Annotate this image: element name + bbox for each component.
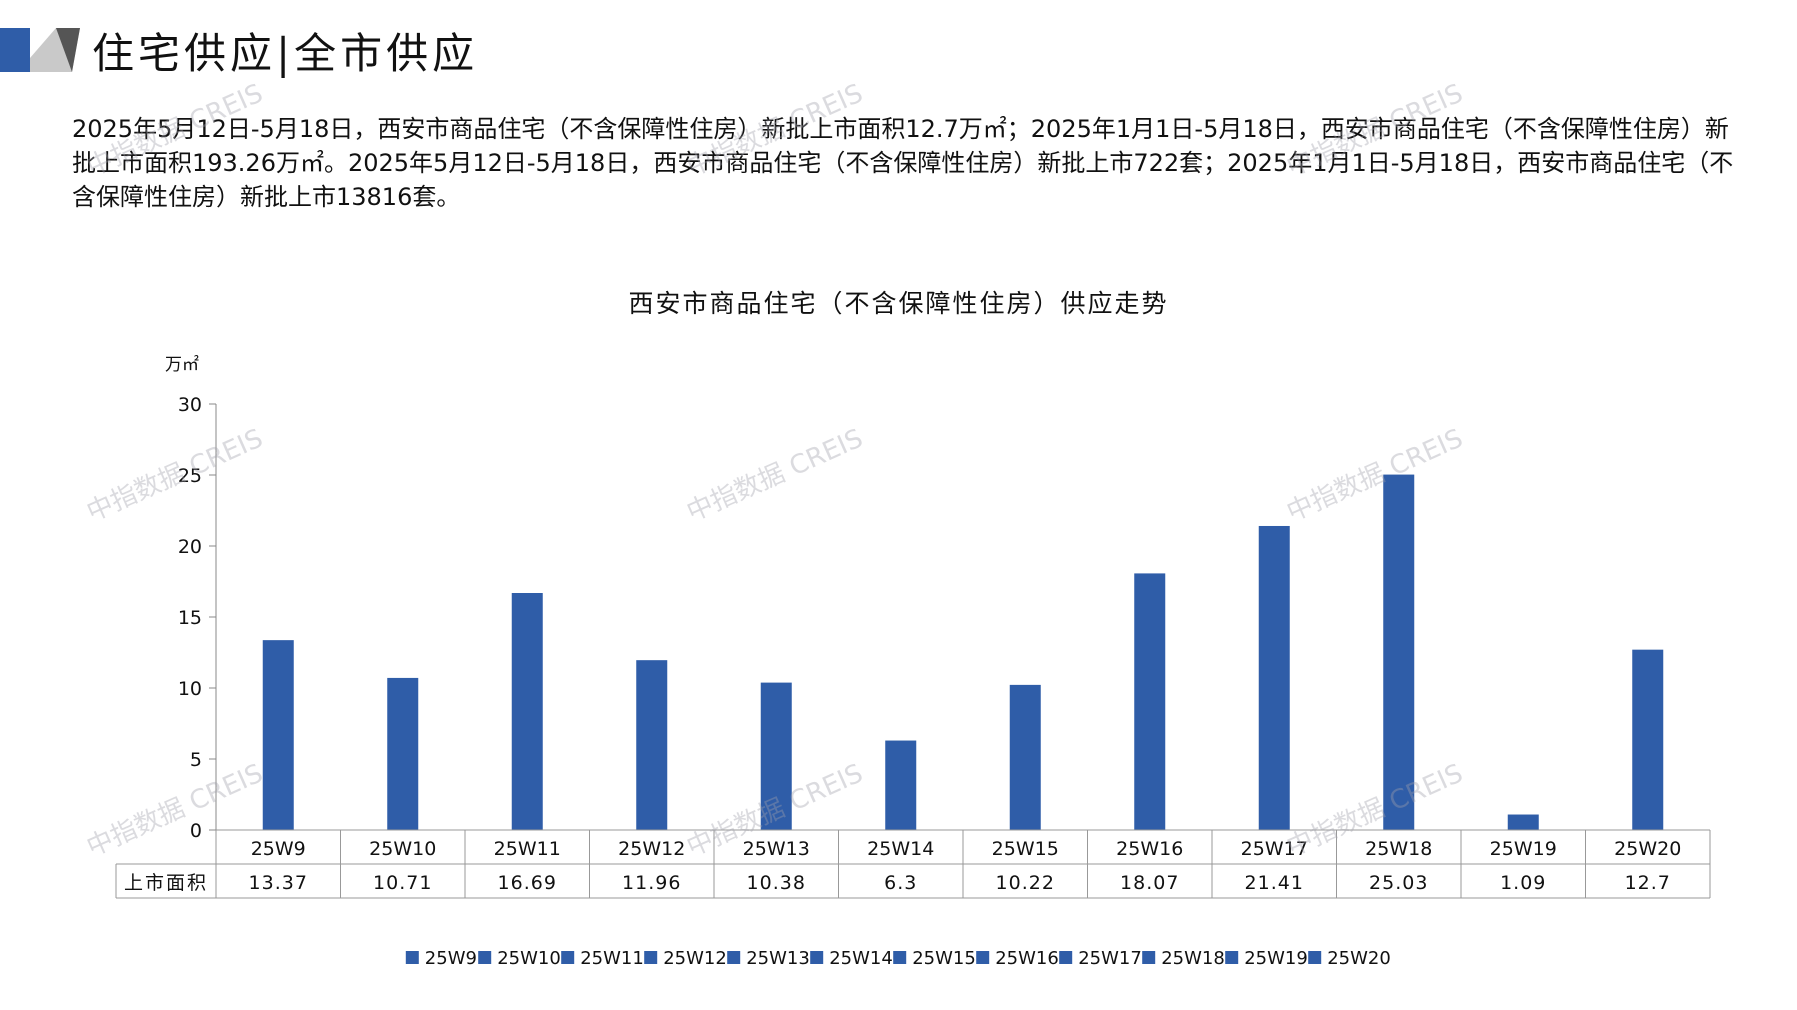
bar-25W17 — [1258, 525, 1290, 830]
bar-25W11 — [511, 593, 543, 830]
data-table-value: 10.22 — [996, 872, 1055, 894]
data-table-value: 12.7 — [1625, 872, 1671, 894]
x-tick-label: 25W20 — [1614, 838, 1681, 860]
bar-25W10 — [387, 677, 419, 830]
legend-label: 25W17 — [1078, 948, 1142, 969]
legend-swatch — [1308, 951, 1322, 964]
x-tick-label: 25W12 — [618, 838, 685, 860]
bar-25W14 — [885, 740, 917, 830]
legend-label: 25W19 — [1244, 948, 1308, 969]
legend-swatch — [1225, 951, 1239, 964]
legend-label: 25W10 — [497, 948, 561, 969]
x-tick-label: 25W15 — [992, 838, 1059, 860]
x-tick-label: 25W17 — [1241, 838, 1308, 860]
y-tick-label: 0 — [190, 820, 202, 842]
legend-label: 25W20 — [1327, 948, 1391, 969]
legend-swatch — [976, 951, 990, 964]
y-tick-label: 30 — [178, 394, 202, 416]
x-tick-label: 25W18 — [1365, 838, 1432, 860]
data-table-value: 10.71 — [373, 872, 432, 894]
legend-swatch — [810, 951, 824, 964]
legend-swatch — [478, 951, 492, 964]
legend-label: 25W16 — [995, 948, 1059, 969]
page-title: 住宅供应|全市供应 — [92, 29, 479, 78]
bar-25W9 — [262, 640, 294, 830]
data-table-row-header: 上市面积 — [124, 872, 208, 894]
legend-swatch — [1059, 951, 1073, 964]
data-table-value: 18.07 — [1120, 872, 1179, 894]
data-table-value: 25.03 — [1369, 872, 1428, 894]
header-logo — [0, 28, 80, 72]
data-table-value: 1.09 — [1500, 872, 1546, 894]
y-tick-label: 25 — [178, 465, 202, 487]
chart-title: 西安市商品住宅（不含保障性住房）供应走势 — [628, 289, 1169, 318]
data-table-value: 10.38 — [747, 872, 806, 894]
bar-25W12 — [636, 660, 668, 830]
data-table-value: 13.37 — [249, 872, 308, 894]
bar-25W15 — [1009, 684, 1041, 830]
legend-label: 25W13 — [746, 948, 810, 969]
legend-label: 25W11 — [580, 948, 644, 969]
x-tick-label: 25W19 — [1490, 838, 1557, 860]
legend-swatch — [644, 951, 658, 964]
legend-swatch — [893, 951, 907, 964]
x-tick-label: 25W9 — [251, 838, 306, 860]
x-tick-label: 25W10 — [369, 838, 436, 860]
y-axis-unit: 万㎡ — [165, 355, 199, 375]
bar-25W20 — [1632, 649, 1664, 830]
legend-label: 25W15 — [912, 948, 976, 969]
bar-25W13 — [760, 682, 792, 830]
y-tick-label: 15 — [178, 607, 202, 629]
x-tick-label: 25W14 — [867, 838, 934, 860]
data-table-value: 21.41 — [1245, 872, 1304, 894]
summary-paragraph: 2025年5月12日-5月18日，西安市商品住宅（不含保障性住房）新批上市面积1… — [72, 115, 1734, 211]
data-table-value: 11.96 — [622, 872, 681, 894]
x-tick-label: 25W16 — [1116, 838, 1183, 860]
legend-swatch — [561, 951, 575, 964]
x-tick-label: 25W11 — [494, 838, 561, 860]
bar-25W18 — [1383, 474, 1415, 830]
legend-label: 25W18 — [1161, 948, 1225, 969]
y-tick-label: 10 — [178, 678, 202, 700]
y-tick-label: 5 — [190, 749, 202, 771]
legend-swatch — [727, 951, 741, 964]
y-tick-label: 20 — [178, 536, 202, 558]
x-tick-label: 25W13 — [743, 838, 810, 860]
data-table-value: 16.69 — [498, 872, 557, 894]
legend-swatch — [1142, 951, 1156, 964]
legend-label: 25W14 — [829, 948, 893, 969]
data-table-value: 6.3 — [884, 872, 917, 894]
legend-swatch — [405, 951, 419, 964]
legend-label: 25W9 — [425, 948, 477, 969]
bar-25W19 — [1507, 814, 1539, 830]
legend-label: 25W12 — [663, 948, 727, 969]
bar-25W16 — [1134, 573, 1166, 830]
